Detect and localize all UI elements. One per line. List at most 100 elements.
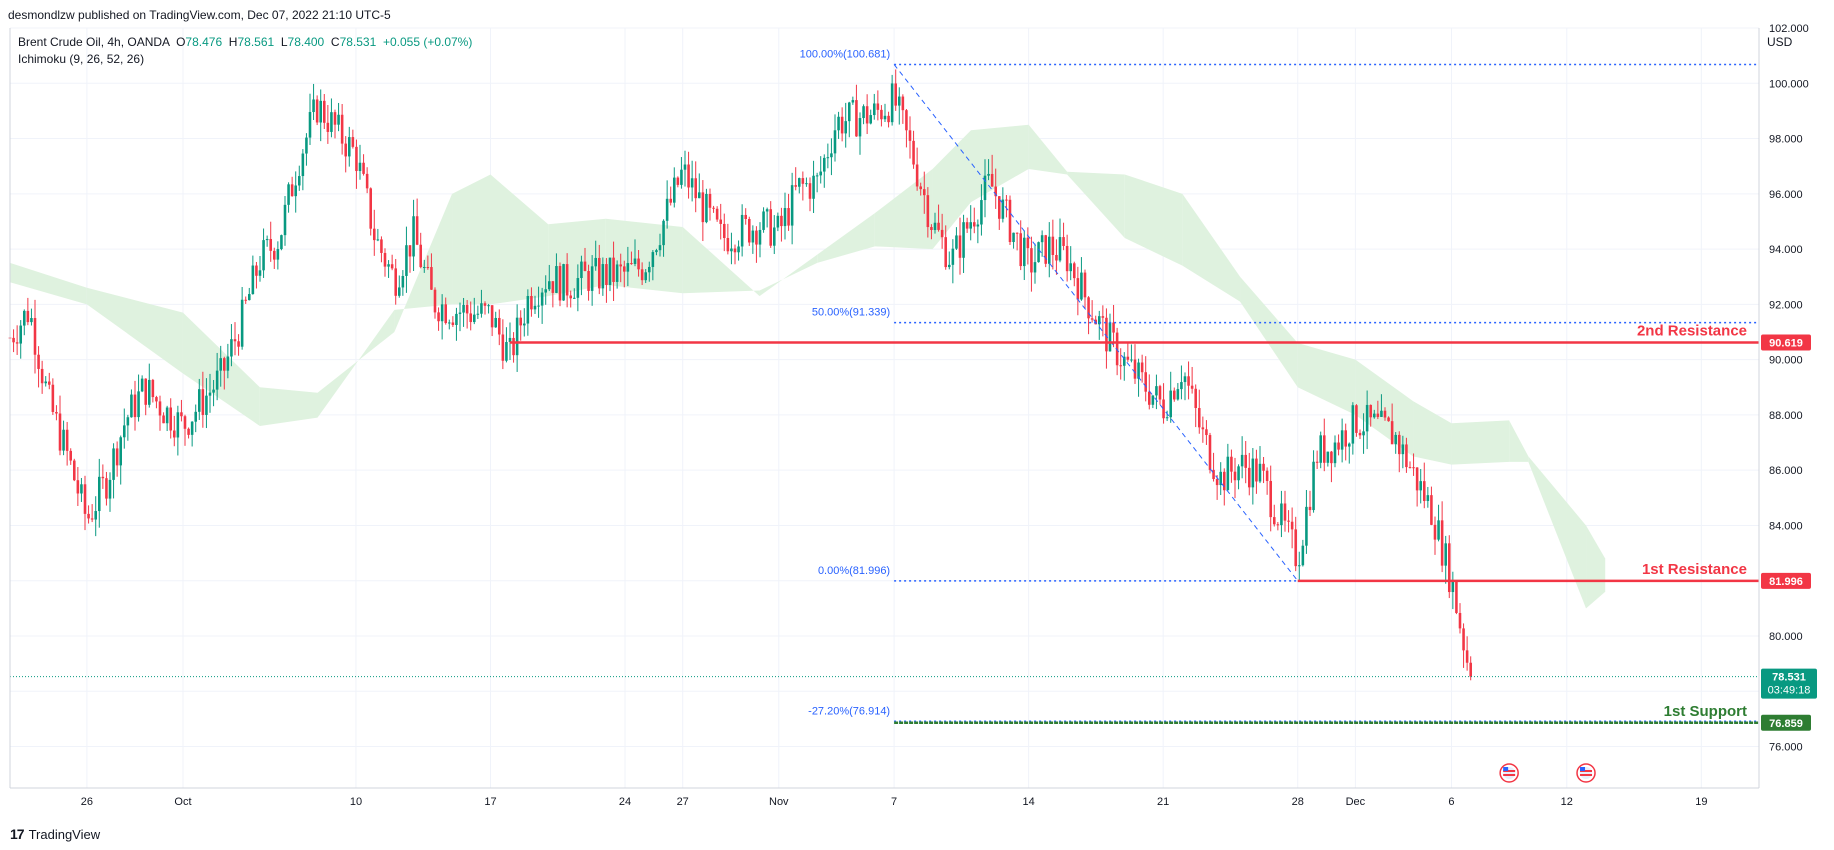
candle (1440, 501, 1444, 573)
candle (1108, 313, 1112, 352)
candle-body (1405, 444, 1408, 468)
candle (865, 94, 869, 135)
candle-body (1422, 481, 1426, 501)
candle-body (826, 157, 830, 159)
time-tick-label: 12 (1561, 796, 1573, 808)
us-flag-event-icon[interactable] (1499, 763, 1519, 783)
candle-body (1183, 376, 1187, 383)
candle (155, 395, 158, 409)
candle-body (1037, 242, 1040, 263)
candle-body (676, 177, 680, 185)
cloud-segment-bullish (1528, 456, 1587, 609)
candle-body (869, 115, 872, 124)
candle (1197, 389, 1201, 434)
candle (1112, 304, 1115, 348)
candle (262, 228, 265, 278)
time-tick-label: 10 (350, 796, 362, 808)
candle (712, 205, 715, 213)
candle-body (922, 189, 926, 196)
candle-body (119, 437, 122, 466)
fibonacci-retracement[interactable]: 100.00%(100.681) 50.00%(91.339) 0.00%(81.9… (800, 48, 1759, 723)
candle-body (1276, 524, 1280, 526)
candle-body (1051, 236, 1055, 255)
candle-body (1412, 467, 1415, 469)
candle (512, 332, 515, 363)
candle-body (744, 214, 747, 220)
support-resistance-levels[interactable]: 2nd Resistance 1st Resistance 1st Support (509, 323, 1759, 725)
cloud-segment-bullish (817, 213, 875, 263)
candle (408, 245, 412, 273)
candle-body (915, 164, 919, 187)
candle (894, 69, 897, 111)
candle-body (715, 208, 719, 220)
candle (437, 307, 440, 331)
symbol-legend[interactable]: Brent Crude Oil, 4h, OANDA O78.476 H78.5… (18, 35, 472, 49)
candle-body (587, 271, 590, 291)
cloud-segment-bullish (1509, 420, 1529, 462)
candle-body (1119, 365, 1122, 367)
candle (862, 104, 865, 125)
economic-events[interactable] (1499, 763, 1596, 783)
candle (758, 222, 762, 258)
candle-body (40, 368, 44, 384)
candle-body (697, 192, 701, 199)
candle-body (1290, 521, 1294, 530)
candle-body (540, 292, 544, 306)
candle-body (22, 310, 26, 326)
candle (969, 205, 972, 241)
candle-body (1333, 442, 1337, 464)
candle (1337, 434, 1340, 456)
candle-body (926, 195, 930, 228)
time-axis[interactable]: 26 Oct 10 17 24 27 Nov 7 14 21 28 Dec 6 12 19 (81, 796, 1708, 808)
candle-body (130, 394, 133, 418)
candle-body (490, 305, 494, 328)
candle-body (512, 337, 515, 356)
candle (226, 343, 230, 379)
candle-body (1205, 429, 1208, 436)
candle-body (126, 417, 130, 426)
candle-body (62, 429, 65, 451)
candle (655, 248, 658, 256)
candle-body (990, 173, 994, 187)
indicator-legend[interactable]: Ichimoku (9, 26, 52, 26) (18, 52, 145, 66)
candle-body (47, 381, 51, 385)
candle (280, 234, 283, 251)
us-flag-event-icon[interactable] (1576, 763, 1596, 783)
candle-body (905, 110, 908, 131)
candle-body (908, 130, 912, 141)
candle (190, 421, 194, 447)
candle (194, 404, 197, 433)
price-tick-label: 96.000 (1769, 189, 1803, 201)
candle-body (883, 115, 887, 120)
price-tag-label: 90.619 (1769, 338, 1803, 350)
candle (1133, 344, 1137, 384)
countdown-label: 03:49:18 (1768, 685, 1811, 697)
price-axis[interactable]: 76.00078.00080.00082.00084.00086.00088.0… (1769, 23, 1809, 754)
candle (433, 287, 437, 319)
candle (94, 496, 97, 537)
candle (787, 193, 790, 231)
candle (490, 305, 494, 337)
fib-level-label: 0.00%(81.996) (818, 565, 890, 577)
footer[interactable]: 17 TradingView (10, 826, 100, 842)
candle (183, 414, 187, 446)
cloud-segment-bullish (1586, 525, 1606, 609)
candle (115, 441, 119, 477)
candle-body (1308, 506, 1312, 511)
candle (319, 89, 322, 142)
candle-body (115, 448, 119, 466)
candle (519, 310, 522, 341)
candle (169, 398, 172, 439)
candle (505, 327, 508, 363)
candle-body (1380, 410, 1383, 417)
candle-body (783, 208, 787, 227)
price-tick-label: 88.000 (1769, 410, 1803, 422)
candle (812, 160, 815, 214)
candle-body (87, 513, 90, 519)
candle (626, 246, 630, 287)
candle (1405, 437, 1408, 473)
candle (1269, 465, 1272, 532)
candle (1105, 308, 1108, 369)
candle (1158, 384, 1162, 405)
